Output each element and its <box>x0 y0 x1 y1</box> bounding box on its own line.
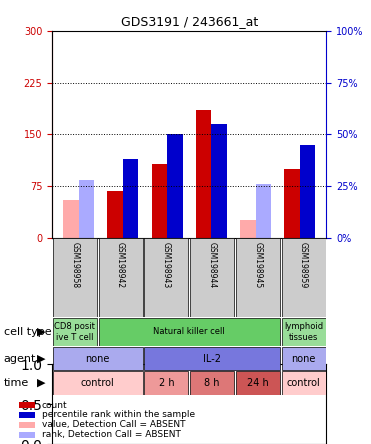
Text: value, Detection Call = ABSENT: value, Detection Call = ABSENT <box>42 420 186 429</box>
Bar <box>196 110 211 238</box>
FancyBboxPatch shape <box>236 371 280 395</box>
Text: control: control <box>287 378 321 388</box>
Bar <box>256 184 271 238</box>
FancyBboxPatch shape <box>190 371 234 395</box>
FancyBboxPatch shape <box>282 238 326 317</box>
Text: time: time <box>4 378 29 388</box>
FancyBboxPatch shape <box>99 318 280 346</box>
Text: count: count <box>42 400 68 409</box>
Bar <box>19 412 35 418</box>
Text: GSM198959: GSM198959 <box>299 242 308 288</box>
Text: Natural killer cell: Natural killer cell <box>153 327 225 337</box>
Text: control: control <box>81 378 115 388</box>
FancyBboxPatch shape <box>282 318 326 346</box>
Text: percentile rank within the sample: percentile rank within the sample <box>42 410 195 420</box>
FancyBboxPatch shape <box>282 371 326 395</box>
Text: 24 h: 24 h <box>247 378 269 388</box>
FancyBboxPatch shape <box>282 347 326 370</box>
Bar <box>211 124 227 238</box>
FancyBboxPatch shape <box>53 318 97 346</box>
Text: cell type: cell type <box>4 327 51 337</box>
Text: rank, Detection Call = ABSENT: rank, Detection Call = ABSENT <box>42 430 181 439</box>
Bar <box>19 422 35 428</box>
Text: ▶: ▶ <box>37 378 46 388</box>
Bar <box>152 164 167 238</box>
Bar <box>285 169 300 238</box>
Text: 8 h: 8 h <box>204 378 220 388</box>
FancyBboxPatch shape <box>53 347 142 370</box>
FancyBboxPatch shape <box>144 371 188 395</box>
Bar <box>107 191 123 238</box>
FancyBboxPatch shape <box>144 347 280 370</box>
FancyBboxPatch shape <box>236 238 280 317</box>
Text: ▶: ▶ <box>37 327 46 337</box>
Bar <box>19 402 35 408</box>
Text: none: none <box>85 353 110 364</box>
FancyBboxPatch shape <box>53 371 142 395</box>
FancyBboxPatch shape <box>99 238 142 317</box>
Text: none: none <box>291 353 316 364</box>
Text: lymphoid
tissues: lymphoid tissues <box>284 322 323 341</box>
Bar <box>19 432 35 438</box>
Text: agent: agent <box>4 353 36 364</box>
Bar <box>167 134 183 238</box>
Text: ▶: ▶ <box>37 353 46 364</box>
Title: GDS3191 / 243661_at: GDS3191 / 243661_at <box>121 16 258 28</box>
Text: IL-2: IL-2 <box>203 353 221 364</box>
Text: GSM198945: GSM198945 <box>253 242 262 288</box>
Bar <box>79 180 94 238</box>
Bar <box>300 145 315 238</box>
Text: GSM198958: GSM198958 <box>70 242 79 288</box>
Text: GSM198943: GSM198943 <box>162 242 171 288</box>
Text: GSM198942: GSM198942 <box>116 242 125 288</box>
Bar <box>63 200 79 238</box>
Text: CD8 posit
ive T cell: CD8 posit ive T cell <box>55 322 95 341</box>
Text: 2 h: 2 h <box>158 378 174 388</box>
FancyBboxPatch shape <box>190 238 234 317</box>
FancyBboxPatch shape <box>53 238 97 317</box>
FancyBboxPatch shape <box>144 238 188 317</box>
Bar <box>240 220 256 238</box>
Bar <box>123 159 138 238</box>
Text: GSM198944: GSM198944 <box>208 242 217 288</box>
